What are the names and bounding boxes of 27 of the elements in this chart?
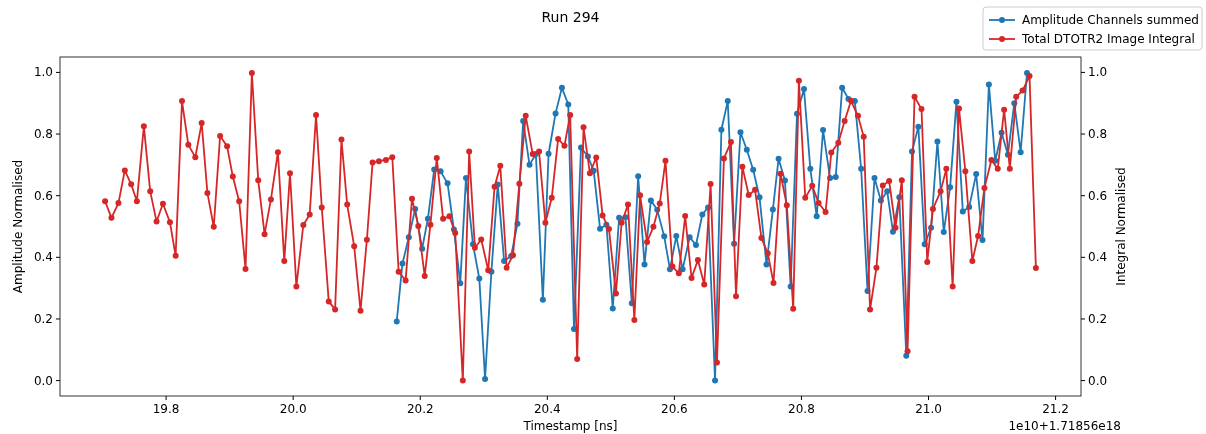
y2-tick-label: 0.6 xyxy=(1088,188,1108,203)
legend-label: Total DTOTR2 Image Integral xyxy=(1021,32,1195,46)
y-tick-label: 0.2 xyxy=(33,311,53,326)
y-tick-label: 0.0 xyxy=(33,373,53,388)
x-tick-label: 20.2 xyxy=(406,402,434,416)
x-tick-label: 20.4 xyxy=(533,402,561,416)
y2-tick-label: 0.2 xyxy=(1088,311,1108,326)
legend-label: Amplitude Channels summed xyxy=(1022,13,1199,27)
y-tick-label: 0.6 xyxy=(33,188,53,203)
x-tick-label: 20.6 xyxy=(661,402,688,416)
x-tick-label: 19.8 xyxy=(152,402,180,416)
x-axis-title: Timestamp [ns] xyxy=(522,419,618,433)
y-tick-label: 0.4 xyxy=(33,250,53,265)
y-axis-title: Amplitude Normalised xyxy=(11,159,25,294)
y-tick-label: 0.8 xyxy=(33,127,53,142)
y2-tick-label: 0.8 xyxy=(1088,127,1108,142)
y2-tick-label: 0.4 xyxy=(1088,250,1108,265)
x-tick-label: 21.2 xyxy=(1042,402,1069,416)
y-tick-label: 1.0 xyxy=(33,65,53,80)
chart-title: Run 294 xyxy=(541,9,600,25)
y2-tick-label: 1.0 xyxy=(1088,65,1108,80)
text: 1e10+1.71856e18 xyxy=(1008,419,1121,433)
x-tick-label: 20.0 xyxy=(279,402,307,416)
y2-tick-label: 0.0 xyxy=(1088,373,1108,388)
y2-axis-title: Integral Normalised xyxy=(1114,167,1128,286)
x-tick-label: 21.0 xyxy=(915,402,942,416)
x-tick-label: 20.8 xyxy=(788,402,815,416)
